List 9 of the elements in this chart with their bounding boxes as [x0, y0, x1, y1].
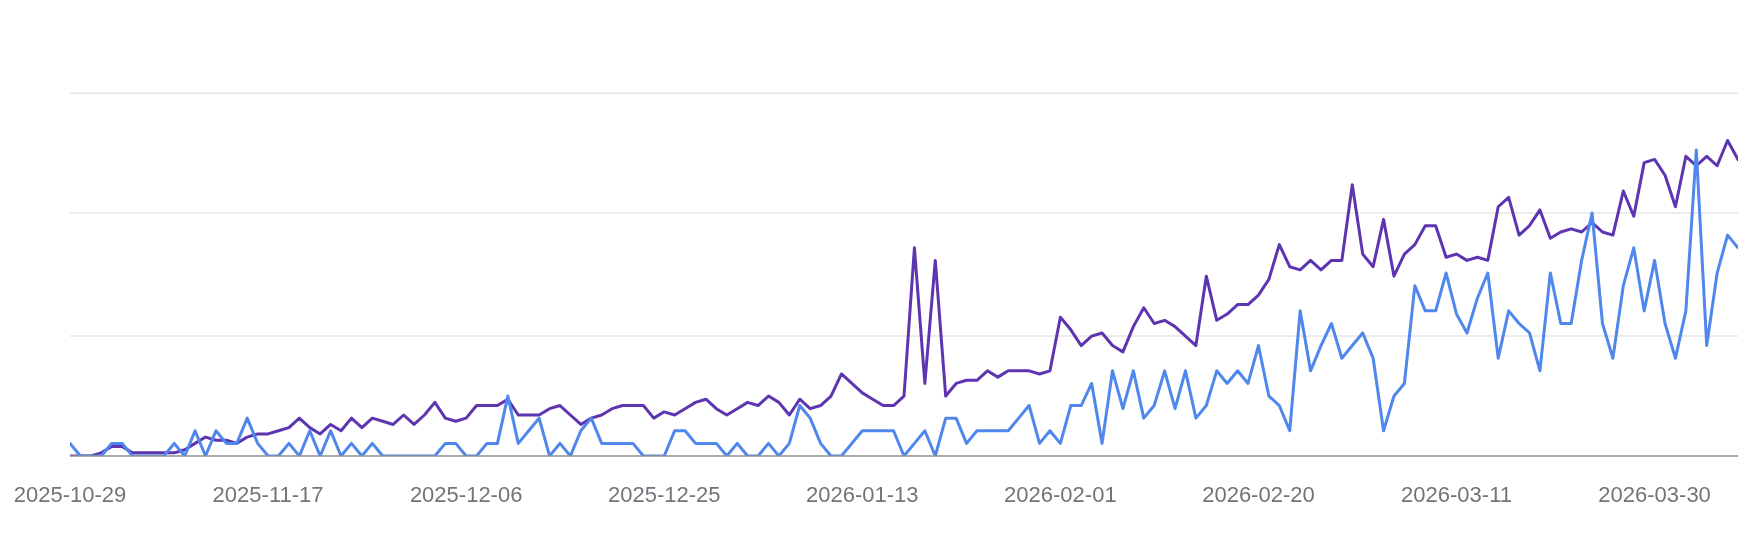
x-tick-label: 2026-03-11 [1401, 481, 1512, 507]
x-tick-label: 2026-02-01 [1004, 481, 1117, 507]
x-tick-label: 2025-10-29 [13, 481, 127, 507]
x-tick-label: 2025-12-06 [409, 481, 523, 507]
x-tick-label: 2026-02-20 [1202, 481, 1315, 507]
x-tick-label: 2025-12-25 [607, 481, 721, 507]
x-tick-label: 2026-01-13 [806, 481, 919, 507]
x-tick-label: 2026-03-30 [1598, 481, 1711, 507]
x-tick-label: 2025-11-17 [212, 481, 324, 507]
